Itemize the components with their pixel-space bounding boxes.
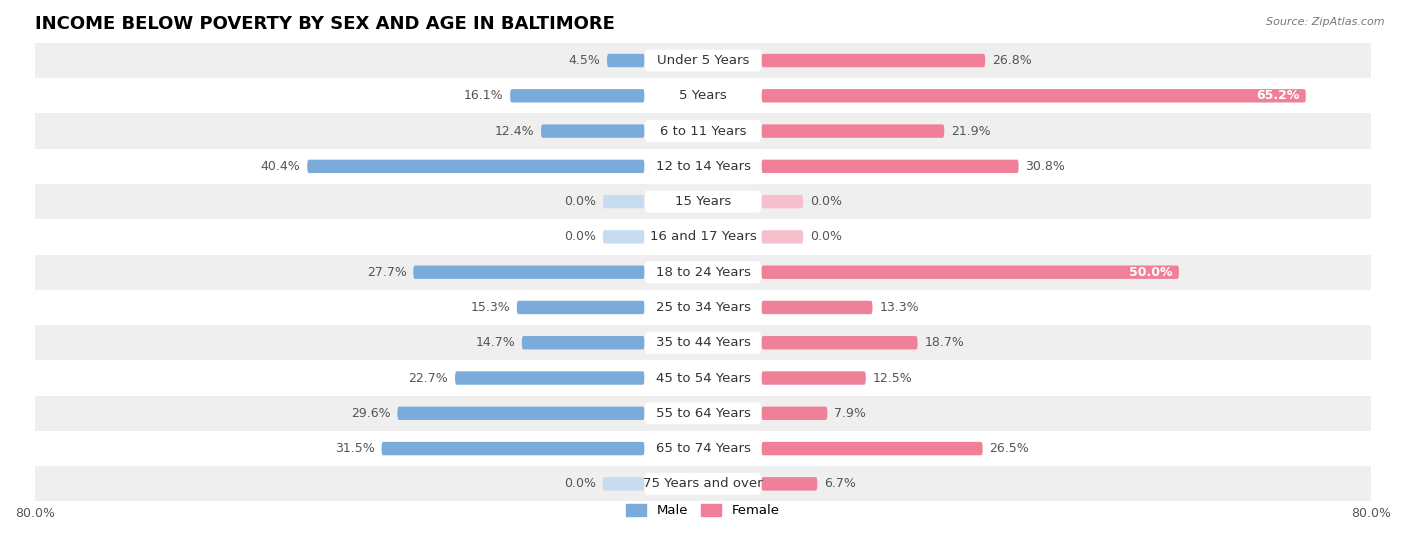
Text: 18 to 24 Years: 18 to 24 Years: [655, 266, 751, 278]
FancyBboxPatch shape: [35, 290, 1371, 325]
FancyBboxPatch shape: [762, 160, 1018, 173]
FancyBboxPatch shape: [35, 254, 1371, 290]
Text: 6.7%: 6.7%: [824, 477, 856, 490]
Text: 14.7%: 14.7%: [475, 336, 515, 349]
Text: 4.5%: 4.5%: [568, 54, 600, 67]
FancyBboxPatch shape: [35, 431, 1371, 466]
Text: 12.5%: 12.5%: [873, 372, 912, 384]
Text: 0.0%: 0.0%: [810, 195, 842, 208]
Text: 25 to 34 Years: 25 to 34 Years: [655, 301, 751, 314]
Text: 75 Years and over: 75 Years and over: [643, 477, 763, 490]
FancyBboxPatch shape: [644, 50, 762, 71]
Text: 16 and 17 Years: 16 and 17 Years: [650, 230, 756, 243]
FancyBboxPatch shape: [762, 301, 873, 314]
FancyBboxPatch shape: [603, 477, 644, 490]
FancyBboxPatch shape: [644, 332, 762, 354]
FancyBboxPatch shape: [762, 195, 803, 208]
FancyBboxPatch shape: [644, 85, 762, 107]
FancyBboxPatch shape: [35, 325, 1371, 360]
Text: 12 to 14 Years: 12 to 14 Years: [655, 160, 751, 173]
Text: 30.8%: 30.8%: [1025, 160, 1066, 173]
FancyBboxPatch shape: [35, 184, 1371, 219]
Text: 27.7%: 27.7%: [367, 266, 406, 278]
FancyBboxPatch shape: [762, 371, 866, 384]
Text: 65.2%: 65.2%: [1256, 89, 1299, 102]
Text: 0.0%: 0.0%: [564, 230, 596, 243]
FancyBboxPatch shape: [607, 54, 644, 67]
Text: 16.1%: 16.1%: [464, 89, 503, 102]
FancyBboxPatch shape: [644, 191, 762, 213]
FancyBboxPatch shape: [644, 120, 762, 142]
FancyBboxPatch shape: [644, 296, 762, 319]
Text: 0.0%: 0.0%: [564, 477, 596, 490]
FancyBboxPatch shape: [762, 336, 918, 349]
FancyBboxPatch shape: [517, 301, 644, 314]
Text: 15 Years: 15 Years: [675, 195, 731, 208]
Text: 50.0%: 50.0%: [1129, 266, 1173, 278]
FancyBboxPatch shape: [413, 266, 644, 279]
Text: Source: ZipAtlas.com: Source: ZipAtlas.com: [1267, 17, 1385, 27]
Text: 65 to 74 Years: 65 to 74 Years: [655, 442, 751, 455]
FancyBboxPatch shape: [35, 78, 1371, 113]
Text: 6 to 11 Years: 6 to 11 Years: [659, 124, 747, 138]
FancyBboxPatch shape: [603, 195, 644, 208]
Text: 21.9%: 21.9%: [950, 124, 991, 138]
Text: 12.4%: 12.4%: [495, 124, 534, 138]
FancyBboxPatch shape: [644, 367, 762, 389]
FancyBboxPatch shape: [35, 396, 1371, 431]
FancyBboxPatch shape: [603, 230, 644, 244]
FancyBboxPatch shape: [644, 402, 762, 424]
Text: 0.0%: 0.0%: [810, 230, 842, 243]
FancyBboxPatch shape: [35, 113, 1371, 149]
FancyBboxPatch shape: [398, 407, 644, 420]
FancyBboxPatch shape: [381, 442, 644, 455]
Text: INCOME BELOW POVERTY BY SEX AND AGE IN BALTIMORE: INCOME BELOW POVERTY BY SEX AND AGE IN B…: [35, 15, 614, 33]
Text: 7.9%: 7.9%: [834, 407, 866, 420]
Text: 26.5%: 26.5%: [990, 442, 1029, 455]
FancyBboxPatch shape: [541, 124, 644, 138]
FancyBboxPatch shape: [510, 89, 644, 103]
FancyBboxPatch shape: [35, 149, 1371, 184]
Legend: Male, Female: Male, Female: [621, 498, 785, 522]
Text: 0.0%: 0.0%: [564, 195, 596, 208]
FancyBboxPatch shape: [762, 442, 983, 455]
Text: 55 to 64 Years: 55 to 64 Years: [655, 407, 751, 420]
Text: 35 to 44 Years: 35 to 44 Years: [655, 336, 751, 349]
Text: 45 to 54 Years: 45 to 54 Years: [655, 372, 751, 384]
FancyBboxPatch shape: [644, 437, 762, 460]
Text: Under 5 Years: Under 5 Years: [657, 54, 749, 67]
FancyBboxPatch shape: [644, 156, 762, 177]
FancyBboxPatch shape: [762, 266, 1180, 279]
Text: 40.4%: 40.4%: [260, 160, 301, 173]
FancyBboxPatch shape: [644, 226, 762, 248]
FancyBboxPatch shape: [644, 473, 762, 495]
Text: 29.6%: 29.6%: [352, 407, 391, 420]
FancyBboxPatch shape: [762, 124, 945, 138]
Text: 18.7%: 18.7%: [924, 336, 965, 349]
FancyBboxPatch shape: [762, 407, 827, 420]
FancyBboxPatch shape: [762, 54, 986, 67]
Text: 5 Years: 5 Years: [679, 89, 727, 102]
FancyBboxPatch shape: [456, 371, 644, 384]
FancyBboxPatch shape: [644, 261, 762, 283]
FancyBboxPatch shape: [35, 219, 1371, 254]
FancyBboxPatch shape: [762, 89, 1306, 103]
Text: 13.3%: 13.3%: [879, 301, 918, 314]
FancyBboxPatch shape: [35, 43, 1371, 78]
FancyBboxPatch shape: [35, 466, 1371, 502]
Text: 31.5%: 31.5%: [335, 442, 375, 455]
FancyBboxPatch shape: [522, 336, 644, 349]
Text: 22.7%: 22.7%: [409, 372, 449, 384]
FancyBboxPatch shape: [762, 230, 803, 244]
FancyBboxPatch shape: [762, 477, 817, 490]
Text: 26.8%: 26.8%: [991, 54, 1032, 67]
Text: 15.3%: 15.3%: [471, 301, 510, 314]
FancyBboxPatch shape: [307, 160, 644, 173]
FancyBboxPatch shape: [35, 360, 1371, 396]
